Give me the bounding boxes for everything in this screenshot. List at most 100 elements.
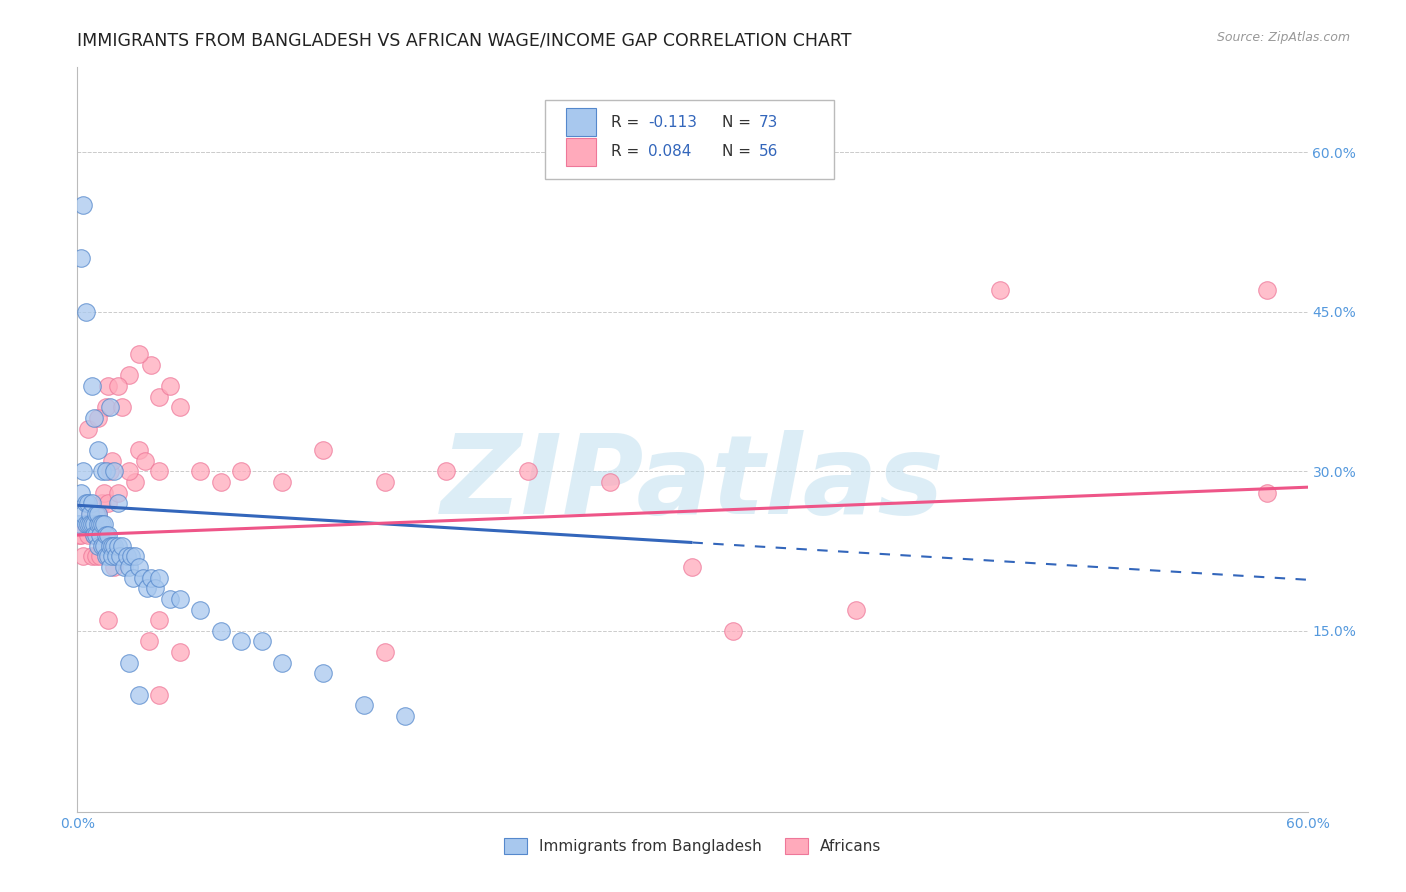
Point	[98, 560, 121, 574]
Point	[94, 401, 117, 415]
Point	[312, 666, 335, 681]
Point	[89, 528, 111, 542]
Point	[72, 464, 94, 478]
Point	[599, 475, 621, 489]
Point	[159, 379, 181, 393]
Text: 0.084: 0.084	[648, 145, 692, 160]
Point	[103, 464, 125, 478]
Point	[101, 539, 124, 553]
Point	[72, 549, 94, 564]
Point	[148, 464, 170, 478]
Text: Source: ZipAtlas.com: Source: ZipAtlas.com	[1216, 31, 1350, 45]
Point	[1256, 485, 1278, 500]
Point	[97, 379, 120, 393]
Point	[114, 560, 136, 574]
Point	[169, 645, 191, 659]
Point	[79, 507, 101, 521]
Point	[124, 549, 146, 564]
Text: R =: R =	[612, 114, 644, 129]
Point	[83, 411, 105, 425]
Point	[80, 496, 103, 510]
Point	[312, 442, 335, 457]
Point	[98, 464, 121, 478]
Point	[117, 464, 139, 478]
Point	[148, 571, 170, 585]
Point	[84, 528, 107, 542]
Point	[93, 517, 115, 532]
Point	[128, 688, 150, 702]
Point	[188, 602, 212, 616]
Point	[141, 358, 163, 372]
Point	[107, 485, 129, 500]
Point	[517, 464, 540, 478]
Text: N =: N =	[723, 114, 756, 129]
Point	[159, 591, 181, 606]
Point	[76, 517, 98, 532]
Point	[83, 528, 105, 542]
Point	[90, 496, 114, 510]
Point	[374, 475, 396, 489]
Point	[111, 539, 134, 553]
Point	[1256, 284, 1278, 298]
Point	[97, 496, 120, 510]
Point	[209, 624, 232, 638]
Point	[97, 528, 120, 542]
Point	[76, 496, 98, 510]
Point	[76, 422, 98, 436]
Point	[117, 656, 139, 670]
FancyBboxPatch shape	[546, 101, 834, 178]
Point	[169, 591, 191, 606]
Point	[132, 571, 155, 585]
Point	[188, 464, 212, 478]
Point	[90, 539, 114, 553]
Point	[136, 582, 159, 596]
Point	[143, 582, 166, 596]
Point	[101, 453, 124, 467]
Point	[80, 517, 103, 532]
Point	[75, 496, 97, 510]
Point	[67, 528, 90, 542]
Point	[107, 539, 129, 553]
Point	[97, 613, 120, 627]
Text: -0.113: -0.113	[648, 114, 697, 129]
Point	[94, 528, 117, 542]
Point	[70, 485, 93, 500]
Point	[70, 528, 93, 542]
Point	[271, 656, 294, 670]
Point	[394, 709, 416, 723]
Point	[75, 304, 97, 318]
Point	[87, 539, 110, 553]
Point	[148, 688, 170, 702]
Point	[67, 517, 90, 532]
Point	[128, 442, 150, 457]
Point	[121, 571, 143, 585]
Text: IMMIGRANTS FROM BANGLADESH VS AFRICAN WAGE/INCOME GAP CORRELATION CHART: IMMIGRANTS FROM BANGLADESH VS AFRICAN WA…	[77, 31, 852, 49]
Point	[84, 507, 107, 521]
Point	[128, 560, 150, 574]
Point	[80, 379, 103, 393]
Point	[117, 368, 139, 383]
Point	[75, 517, 97, 532]
Point	[231, 634, 253, 648]
FancyBboxPatch shape	[565, 108, 596, 136]
Point	[87, 517, 110, 532]
Point	[83, 528, 105, 542]
Point	[79, 517, 101, 532]
Point	[128, 347, 150, 361]
Point	[988, 284, 1011, 298]
Point	[98, 401, 121, 415]
Point	[374, 645, 396, 659]
Point	[138, 634, 160, 648]
Legend: Immigrants from Bangladesh, Africans: Immigrants from Bangladesh, Africans	[498, 831, 887, 860]
Point	[103, 560, 125, 574]
Text: N =: N =	[723, 145, 756, 160]
Point	[682, 560, 704, 574]
Point	[148, 613, 170, 627]
Point	[97, 549, 120, 564]
Point	[94, 549, 117, 564]
Point	[98, 539, 121, 553]
Point	[107, 379, 129, 393]
Point	[124, 475, 146, 489]
Point	[723, 624, 745, 638]
Point	[103, 539, 125, 553]
